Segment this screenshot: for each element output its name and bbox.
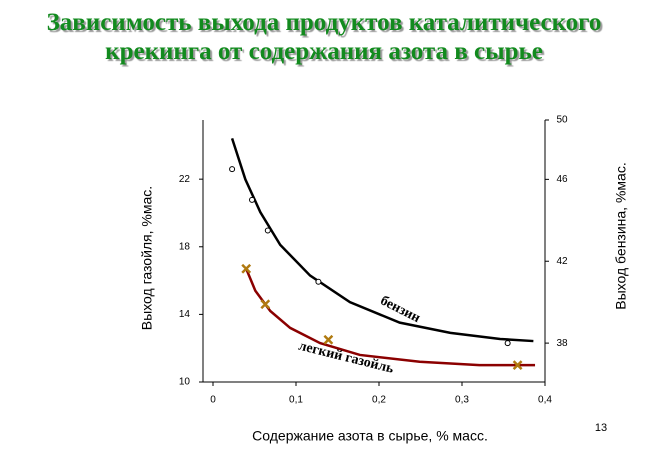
- data-point: [323, 334, 334, 345]
- series-label: бензин: [378, 293, 423, 326]
- data-point: [504, 340, 511, 347]
- fit-curve: [230, 138, 534, 343]
- data-point: [315, 278, 322, 285]
- data-point: [512, 360, 523, 370]
- y2-tick-label: 50: [556, 115, 568, 126]
- y-axis-label: Выход газойля, %мас.: [139, 186, 155, 330]
- data-point: [229, 166, 236, 173]
- y-tick-label: 22: [179, 174, 191, 185]
- y-tick-label: 10: [179, 377, 191, 388]
- x-tick-label: 0,2: [372, 395, 386, 406]
- data-point: [241, 263, 252, 274]
- x-tick-label: 0,3: [455, 395, 469, 406]
- series-label: легкий газойль: [297, 339, 396, 377]
- y2-tick-label: 46: [556, 174, 568, 185]
- y-tick-label: 18: [179, 241, 191, 252]
- data-point: [264, 227, 271, 234]
- chart-title: Зависимость выхода продуктов каталитичес…: [46, 9, 602, 65]
- fit-curve: [245, 268, 536, 367]
- y2-tick-label: 42: [556, 256, 568, 267]
- data-point: [260, 299, 271, 310]
- y-tick-label: 14: [179, 309, 191, 320]
- x-tick-label: 0,1: [289, 395, 303, 406]
- y2-tick-label: 38: [556, 338, 568, 349]
- x-tick-label: 0: [210, 395, 216, 406]
- page-number: 13: [595, 422, 607, 434]
- x-tick-label: 0,4: [538, 395, 552, 406]
- data-point: [249, 196, 256, 203]
- y2-axis-label: Выход бензина, %мас.: [613, 162, 629, 309]
- x-axis-label: Содержание азота в сырье, % масс.: [252, 428, 488, 444]
